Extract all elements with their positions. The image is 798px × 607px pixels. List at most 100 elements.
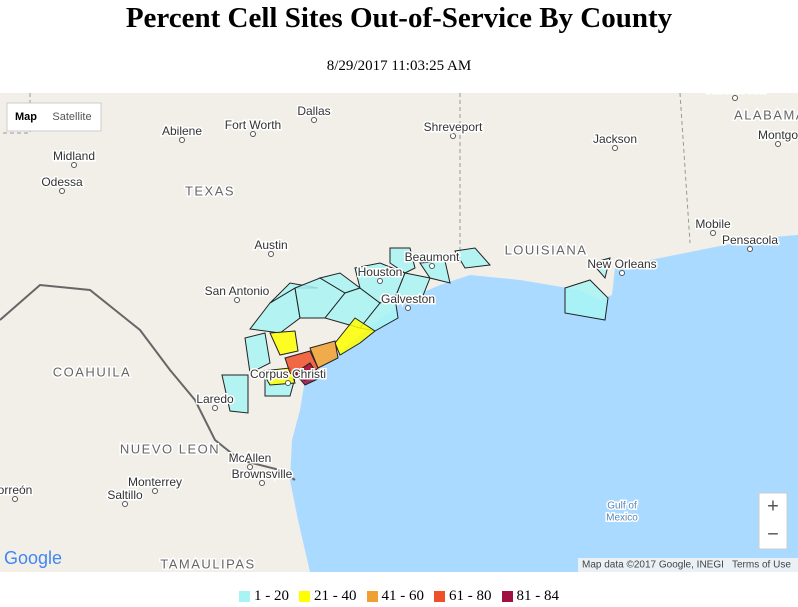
city-label: Jackson (593, 132, 637, 146)
city-label: Gulf of (607, 501, 637, 512)
legend-item: 1 - 20 (239, 588, 289, 605)
county (294, 362, 321, 386)
region-label: COAHUILA (53, 364, 131, 379)
city-label: orreón (0, 483, 32, 497)
attribution: Map data ©2017 Google, INEGI (582, 560, 724, 571)
city-dot (285, 380, 291, 386)
city-dot (429, 263, 435, 269)
city-label: Midland (53, 149, 95, 163)
control-bg (6, 102, 102, 132)
city-label: Houston (358, 265, 403, 279)
county (419, 260, 451, 284)
attribution-bg (578, 558, 798, 572)
city-label: Beaumont (405, 250, 460, 264)
city-dot (377, 278, 383, 284)
city-label: Laredo (196, 392, 234, 406)
city-label: San Antonio (205, 284, 270, 298)
city-dot (152, 488, 158, 494)
city-label: Abilene (162, 124, 202, 138)
city-label: Mobile (695, 217, 731, 231)
title: Percent Cell Sites Out-of-Service By Cou… (125, 2, 673, 34)
region-label: NUEVO LEON (120, 441, 220, 456)
city-label: Odessa (41, 175, 83, 189)
labels: Dallas Fort Worth Abilene Midland Odessa TEXA… (0, 93, 798, 572)
city-dot (612, 145, 618, 151)
city-label: Austin (254, 238, 287, 252)
city-dot (212, 405, 218, 411)
city-dot (747, 246, 753, 252)
city-dot (619, 270, 625, 276)
city-dot (59, 188, 65, 194)
city-label: Fort Worth (225, 118, 281, 132)
county (269, 330, 299, 356)
rio-grande (0, 283, 296, 481)
legend-label: 21 - 40 (314, 588, 357, 604)
city-label: Corpus Christi (250, 367, 326, 381)
city-label: Dallas (297, 104, 330, 118)
city-dot (250, 131, 256, 137)
terms-link[interactable]: Terms of Use (732, 560, 791, 571)
city-label: Monterrey (128, 475, 182, 489)
legend-item: 61 - 80 (434, 588, 492, 605)
city-dot (732, 95, 738, 101)
legend-swatch (299, 591, 310, 602)
city-label: Brownsville (232, 467, 293, 481)
map-button[interactable]: Map (15, 111, 37, 123)
city-label: Saltillo (107, 488, 143, 502)
legend-label: 41 - 60 (381, 588, 425, 604)
county (591, 257, 611, 280)
city-dot (71, 162, 77, 168)
city-dot (234, 297, 240, 303)
county (244, 332, 271, 374)
city-label: McAllen (229, 451, 272, 465)
zoom-out[interactable]: − (767, 523, 779, 545)
sea (290, 235, 798, 572)
county (221, 374, 249, 414)
city-dot (122, 501, 128, 507)
zoom-in[interactable]: + (767, 495, 779, 517)
city-dot (450, 133, 456, 139)
map[interactable]: Dallas Fort Worth Abilene Midland Odessa TEXA… (0, 93, 798, 572)
city-label: New Orleans (587, 257, 656, 271)
legend-swatch (239, 591, 250, 602)
legend-swatch (366, 591, 378, 602)
region-label: LOUISIANA (505, 242, 588, 257)
city-dot (311, 117, 317, 123)
legend-item: 81 - 84 (501, 588, 560, 605)
region-label: TAMAULIPAS (160, 556, 255, 571)
legend: 1 - 20 21 - 40 41 - 60 61 - 80 81 - 84 (0, 588, 798, 605)
timestamp: 8/29/2017 11:03:25 AM (326, 58, 472, 74)
city-dot (405, 305, 411, 311)
city-label: Shreveport (424, 120, 483, 134)
city-label: Tuscaloosa (705, 93, 766, 96)
city-label: Montgo (758, 128, 798, 142)
city-label: Galveston (381, 292, 435, 306)
county (564, 279, 609, 321)
region-label: ALABAMA (734, 107, 798, 122)
google-logo: Google (4, 548, 62, 568)
zoom-control: + − (758, 492, 788, 550)
legend-label: 81 - 84 (516, 588, 560, 604)
satellite-button[interactable]: Satellite (52, 111, 91, 123)
county (389, 247, 416, 274)
city-label: Mexico (606, 513, 638, 524)
city-dot (247, 464, 253, 470)
legend-item: 41 - 60 (366, 588, 425, 605)
city-dot (179, 137, 185, 143)
legend-swatch (434, 591, 445, 602)
county (394, 272, 431, 304)
city-dot (259, 480, 265, 486)
zoom-bg (758, 492, 788, 550)
legend-label: 1 - 20 (254, 588, 289, 604)
city-dot (775, 141, 781, 147)
city-dot (12, 496, 18, 502)
city-dot (268, 251, 274, 257)
county (334, 317, 376, 356)
map-type-control: Map Satellite (6, 102, 102, 132)
city-label: Pensacola (722, 233, 778, 247)
legend-label: 61 - 80 (449, 588, 492, 604)
city-dot (710, 230, 716, 236)
legend-swatch (501, 591, 513, 602)
county (454, 247, 492, 269)
